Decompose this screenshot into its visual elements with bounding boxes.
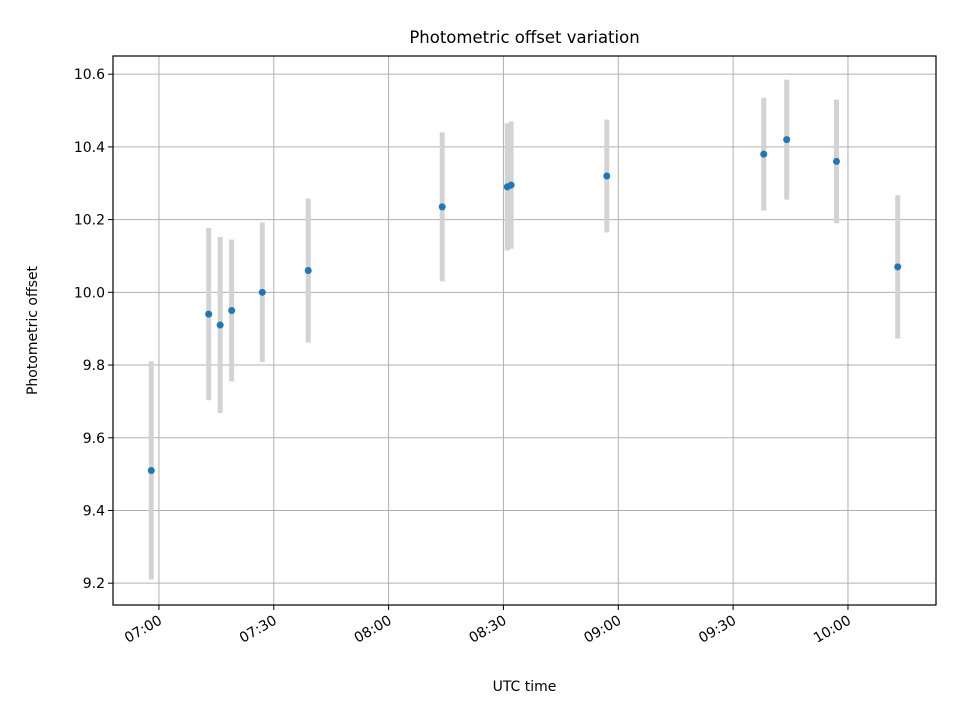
grid bbox=[113, 56, 936, 605]
data-point bbox=[258, 288, 266, 296]
plot-frame bbox=[112, 55, 937, 606]
data-point bbox=[783, 136, 791, 144]
data-point bbox=[228, 307, 236, 315]
y-tick-label: 10.2 bbox=[74, 213, 105, 229]
data-point bbox=[894, 263, 902, 271]
data-point bbox=[438, 203, 446, 211]
data-point bbox=[603, 172, 611, 180]
x-axis-label: UTC time bbox=[493, 679, 557, 695]
y-tick-label: 10.4 bbox=[74, 140, 105, 156]
data-point bbox=[832, 157, 840, 165]
y-tick-label: 10.0 bbox=[74, 285, 105, 301]
data-point bbox=[507, 181, 515, 189]
data-point bbox=[216, 321, 224, 329]
data-point bbox=[304, 267, 312, 275]
y-axis-label: Photometric offset bbox=[25, 265, 41, 395]
chart-title: Photometric offset variation bbox=[409, 28, 639, 47]
y-tick-label: 9.8 bbox=[83, 358, 105, 374]
y-axis-ticks: 9.2 9.4 9.6 9.8 10.0 10.2 10.4 10.6 bbox=[74, 67, 113, 592]
y-tick-label: 9.4 bbox=[83, 503, 105, 519]
data-points bbox=[147, 136, 902, 474]
data-point bbox=[147, 466, 155, 474]
data-point bbox=[205, 310, 213, 318]
y-tick-label: 9.6 bbox=[83, 431, 105, 447]
y-tick-label: 9.2 bbox=[83, 576, 105, 592]
y-tick-label: 10.6 bbox=[74, 67, 105, 83]
data-point bbox=[760, 150, 768, 158]
